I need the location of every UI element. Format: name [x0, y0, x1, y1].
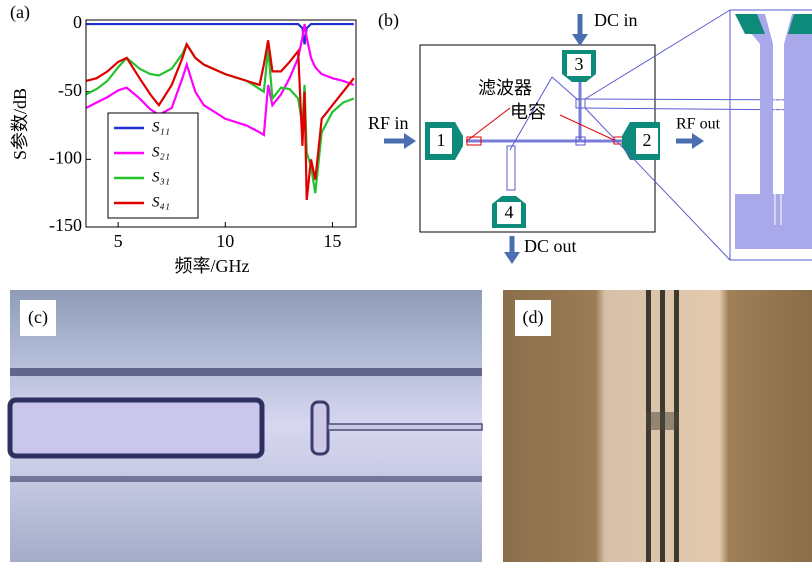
arrow-head	[692, 133, 704, 149]
gap	[646, 412, 679, 430]
panel-label: (d)	[523, 307, 544, 328]
x-tick-label: 10	[216, 231, 234, 251]
electrode	[312, 402, 328, 454]
legend-label: S₃₁	[152, 169, 170, 185]
label: DC in	[594, 10, 638, 30]
photo: (d)	[503, 290, 812, 562]
y-tick-label: -150	[49, 215, 82, 235]
panel-label: (c)	[28, 307, 48, 328]
series-line	[86, 24, 354, 44]
legend-label: S₂₁	[152, 144, 170, 160]
port-label: 1	[437, 130, 446, 150]
figure: (b) DC in DC out RF in RF out 滤波器 电容 1 2…	[0, 0, 812, 562]
chart: -150 -100 -50 0 5 10 15 S₁₁ S₂₁ S₃₁ S₄₁	[49, 12, 356, 251]
x-axis-label: 频率/GHz	[175, 256, 250, 276]
port-label: 3	[575, 54, 584, 74]
edge	[10, 368, 482, 376]
port-label: 2	[643, 130, 652, 150]
zoom-pad	[735, 14, 812, 34]
cap-pointer	[560, 115, 614, 140]
y-tick-label: 0	[73, 12, 82, 32]
panel-label: (b)	[378, 10, 399, 31]
photo: (c)	[10, 290, 482, 562]
zoom-structure	[735, 14, 812, 249]
arrow-head	[404, 133, 416, 149]
label: RF in	[368, 113, 409, 133]
label: RF out	[676, 116, 721, 133]
filter-bottom	[507, 146, 515, 190]
label: DC out	[524, 236, 577, 256]
zoom-line	[585, 99, 812, 100]
capacitor-pad	[10, 400, 262, 456]
page: (b) DC in DC out RF in RF out 滤波器 电容 1 2…	[0, 0, 812, 562]
label: 滤波器	[478, 78, 532, 98]
diagram: (b) DC in DC out RF in RF out 滤波器 电容 1 2…	[368, 10, 812, 264]
arrow-head	[572, 34, 588, 46]
y-tick-label: -50	[58, 80, 82, 100]
y-tick-label: -100	[49, 147, 82, 167]
edge	[10, 476, 482, 482]
label: 电容	[510, 102, 546, 122]
x-tick-label: 15	[323, 231, 341, 251]
zoom-line	[585, 108, 812, 110]
port-label: 4	[505, 202, 514, 222]
panel-label: (a)	[10, 2, 30, 23]
legend-label: S₄₁	[152, 194, 170, 210]
x-tick-label: 5	[114, 231, 123, 251]
strip	[328, 424, 482, 430]
cap-pointer	[468, 108, 510, 140]
y-axis-label: S参数/dB	[10, 88, 30, 160]
legend-label: S₁₁	[152, 119, 170, 135]
arrow-head	[504, 252, 520, 264]
